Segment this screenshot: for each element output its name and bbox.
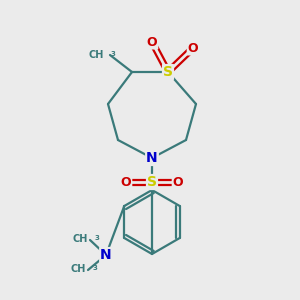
Text: O: O xyxy=(173,176,183,188)
Text: CH: CH xyxy=(73,234,88,244)
Text: N: N xyxy=(100,248,112,262)
Text: O: O xyxy=(188,41,198,55)
Text: CH: CH xyxy=(70,264,86,274)
Text: 3: 3 xyxy=(95,235,100,241)
Text: O: O xyxy=(147,35,157,49)
Text: N: N xyxy=(146,151,158,165)
Text: CH: CH xyxy=(88,50,104,60)
Text: S: S xyxy=(163,65,173,79)
Text: 3: 3 xyxy=(93,265,98,271)
Text: O: O xyxy=(121,176,131,188)
Text: S: S xyxy=(147,175,157,189)
Text: 3: 3 xyxy=(111,51,116,57)
